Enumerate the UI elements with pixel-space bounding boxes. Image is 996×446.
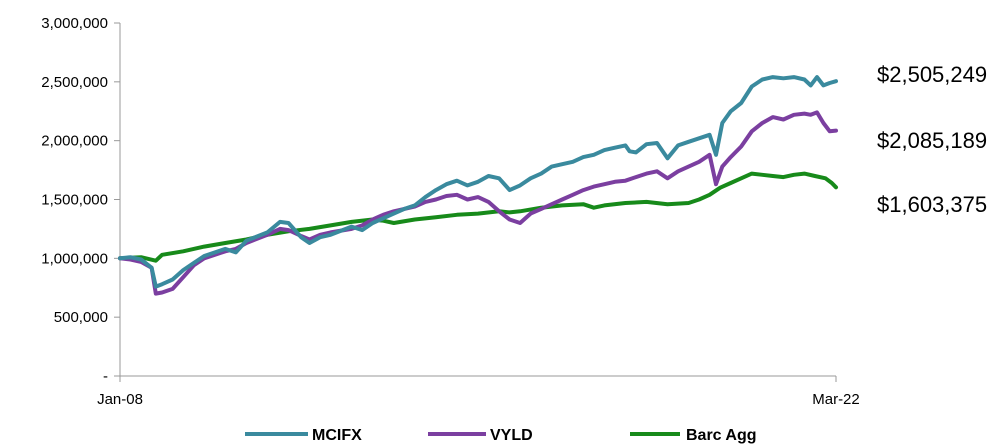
end-value-label: $2,085,189 [877, 128, 987, 153]
y-tick-label: 2,000,000 [41, 133, 108, 150]
x-tick-label: Jan-08 [97, 391, 143, 408]
y-tick-label: - [103, 368, 108, 385]
series-line-mcifx [118, 75, 838, 289]
legend-label: MCIFX [312, 427, 362, 444]
end-labels: $2,505,249 $2,085,189 $1,603,375 [877, 62, 987, 217]
end-value-label: $1,603,375 [877, 192, 987, 217]
y-tick-label: 3,000,000 [41, 15, 108, 32]
x-axis: Jan-08 Mar-22 [97, 375, 860, 408]
y-axis: - 500,000 1,000,000 1,500,000 2,000,000 2,500… [41, 15, 121, 385]
series-lines [118, 75, 838, 296]
legend-label: Barc Agg [686, 427, 757, 444]
y-tick-label: 1,000,000 [41, 250, 108, 267]
y-tick-label: 1,500,000 [41, 192, 108, 209]
end-value-label: $2,505,249 [877, 62, 987, 87]
series-line-vyld [118, 110, 838, 296]
y-tick-label: 500,000 [54, 309, 108, 326]
y-tick-label: 2,500,000 [41, 74, 108, 91]
legend-label: VYLD [490, 427, 533, 444]
legend: MCIFX VYLD Barc Agg [245, 427, 757, 444]
x-tick-label: Mar-22 [812, 391, 860, 408]
